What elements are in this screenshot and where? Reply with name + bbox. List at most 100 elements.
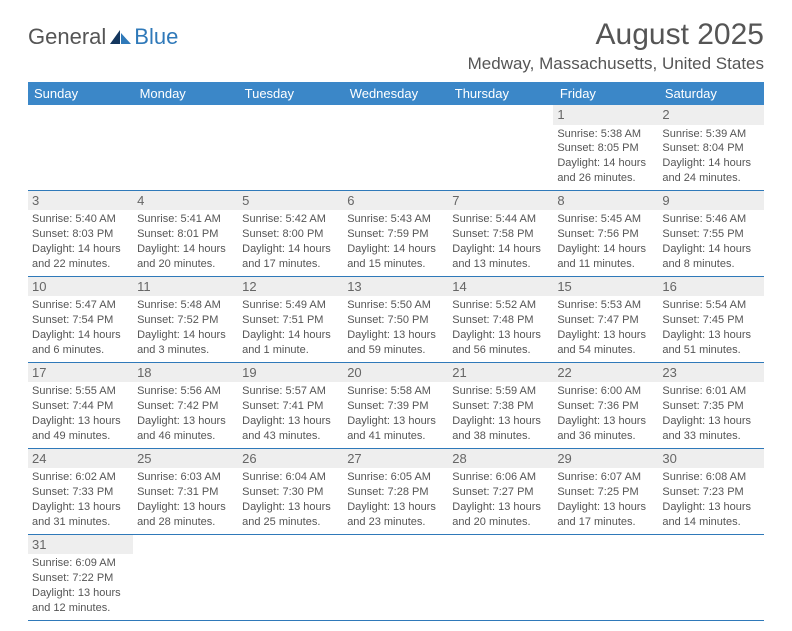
- day-dl1: Daylight: 13 hours: [32, 586, 129, 601]
- day-number: 16: [658, 277, 763, 297]
- day-sr: Sunrise: 6:03 AM: [137, 470, 234, 485]
- day-number: 23: [658, 363, 763, 383]
- day-number: 27: [343, 449, 448, 469]
- day-ss: Sunset: 7:52 PM: [137, 313, 234, 328]
- day-number: 4: [133, 191, 238, 211]
- calendar-row: 3Sunrise: 5:40 AMSunset: 8:03 PMDaylight…: [28, 190, 764, 276]
- day-dl2: and 41 minutes.: [347, 429, 444, 444]
- calendar-cell: 9Sunrise: 5:46 AMSunset: 7:55 PMDaylight…: [658, 190, 763, 276]
- day-ss: Sunset: 7:39 PM: [347, 399, 444, 414]
- calendar-cell: 4Sunrise: 5:41 AMSunset: 8:01 PMDaylight…: [133, 190, 238, 276]
- day-dl2: and 8 minutes.: [662, 257, 759, 272]
- day-dl2: and 43 minutes.: [242, 429, 339, 444]
- day-dl1: Daylight: 14 hours: [557, 156, 654, 171]
- calendar-cell: [28, 105, 133, 190]
- day-ss: Sunset: 7:59 PM: [347, 227, 444, 242]
- day-sr: Sunrise: 5:48 AM: [137, 298, 234, 313]
- calendar-cell: 17Sunrise: 5:55 AMSunset: 7:44 PMDayligh…: [28, 362, 133, 448]
- day-sr: Sunrise: 5:57 AM: [242, 384, 339, 399]
- day-ss: Sunset: 8:01 PM: [137, 227, 234, 242]
- weekday-header: Wednesday: [343, 82, 448, 105]
- calendar-row: 24Sunrise: 6:02 AMSunset: 7:33 PMDayligh…: [28, 448, 764, 534]
- day-ss: Sunset: 7:55 PM: [662, 227, 759, 242]
- day-dl2: and 36 minutes.: [557, 429, 654, 444]
- day-sr: Sunrise: 6:02 AM: [32, 470, 129, 485]
- day-dl1: Daylight: 13 hours: [137, 500, 234, 515]
- day-ss: Sunset: 7:38 PM: [452, 399, 549, 414]
- day-sr: Sunrise: 5:59 AM: [452, 384, 549, 399]
- calendar-cell: 7Sunrise: 5:44 AMSunset: 7:58 PMDaylight…: [448, 190, 553, 276]
- day-sr: Sunrise: 5:44 AM: [452, 212, 549, 227]
- day-dl2: and 14 minutes.: [662, 515, 759, 530]
- day-sr: Sunrise: 6:05 AM: [347, 470, 444, 485]
- day-ss: Sunset: 8:05 PM: [557, 141, 654, 156]
- day-number: 26: [238, 449, 343, 469]
- calendar-cell: 31Sunrise: 6:09 AMSunset: 7:22 PMDayligh…: [28, 534, 133, 620]
- day-dl1: Daylight: 13 hours: [32, 500, 129, 515]
- day-number: 13: [343, 277, 448, 297]
- calendar-cell: 8Sunrise: 5:45 AMSunset: 7:56 PMDaylight…: [553, 190, 658, 276]
- weekday-header: Tuesday: [238, 82, 343, 105]
- day-ss: Sunset: 7:25 PM: [557, 485, 654, 500]
- calendar-cell: 29Sunrise: 6:07 AMSunset: 7:25 PMDayligh…: [553, 448, 658, 534]
- day-ss: Sunset: 7:23 PM: [662, 485, 759, 500]
- logo: General Blue: [28, 24, 178, 50]
- day-number: 7: [448, 191, 553, 211]
- calendar-cell: 15Sunrise: 5:53 AMSunset: 7:47 PMDayligh…: [553, 276, 658, 362]
- day-number: 9: [658, 191, 763, 211]
- day-sr: Sunrise: 5:41 AM: [137, 212, 234, 227]
- day-dl2: and 46 minutes.: [137, 429, 234, 444]
- calendar-cell: 12Sunrise: 5:49 AMSunset: 7:51 PMDayligh…: [238, 276, 343, 362]
- calendar-cell: 5Sunrise: 5:42 AMSunset: 8:00 PMDaylight…: [238, 190, 343, 276]
- day-dl1: Daylight: 13 hours: [452, 500, 549, 515]
- calendar-cell: 24Sunrise: 6:02 AMSunset: 7:33 PMDayligh…: [28, 448, 133, 534]
- weekday-header: Friday: [553, 82, 658, 105]
- day-dl2: and 51 minutes.: [662, 343, 759, 358]
- day-dl2: and 20 minutes.: [137, 257, 234, 272]
- day-dl1: Daylight: 13 hours: [242, 500, 339, 515]
- day-sr: Sunrise: 6:06 AM: [452, 470, 549, 485]
- calendar-cell: [133, 534, 238, 620]
- logo-part2: Blue: [134, 24, 178, 50]
- day-dl2: and 54 minutes.: [557, 343, 654, 358]
- page-title: August 2025: [468, 18, 764, 52]
- calendar-cell: 11Sunrise: 5:48 AMSunset: 7:52 PMDayligh…: [133, 276, 238, 362]
- day-dl1: Daylight: 14 hours: [347, 242, 444, 257]
- day-number: 12: [238, 277, 343, 297]
- day-ss: Sunset: 7:28 PM: [347, 485, 444, 500]
- logo-part1: General: [28, 24, 106, 50]
- day-dl1: Daylight: 13 hours: [137, 414, 234, 429]
- location: Medway, Massachusetts, United States: [468, 54, 764, 74]
- calendar-cell: 21Sunrise: 5:59 AMSunset: 7:38 PMDayligh…: [448, 362, 553, 448]
- day-dl2: and 13 minutes.: [452, 257, 549, 272]
- day-dl1: Daylight: 13 hours: [662, 500, 759, 515]
- day-sr: Sunrise: 5:53 AM: [557, 298, 654, 313]
- day-ss: Sunset: 8:03 PM: [32, 227, 129, 242]
- day-dl2: and 12 minutes.: [32, 601, 129, 616]
- day-dl2: and 17 minutes.: [557, 515, 654, 530]
- day-dl1: Daylight: 13 hours: [452, 328, 549, 343]
- day-sr: Sunrise: 5:45 AM: [557, 212, 654, 227]
- day-dl2: and 38 minutes.: [452, 429, 549, 444]
- calendar-cell: 26Sunrise: 6:04 AMSunset: 7:30 PMDayligh…: [238, 448, 343, 534]
- day-number: 6: [343, 191, 448, 211]
- day-dl1: Daylight: 13 hours: [347, 414, 444, 429]
- day-number: 8: [553, 191, 658, 211]
- calendar: Sunday Monday Tuesday Wednesday Thursday…: [28, 82, 764, 621]
- day-dl2: and 22 minutes.: [32, 257, 129, 272]
- calendar-cell: 10Sunrise: 5:47 AMSunset: 7:54 PMDayligh…: [28, 276, 133, 362]
- day-ss: Sunset: 7:54 PM: [32, 313, 129, 328]
- day-dl2: and 3 minutes.: [137, 343, 234, 358]
- calendar-cell: [343, 105, 448, 190]
- day-number: 19: [238, 363, 343, 383]
- title-block: August 2025 Medway, Massachusetts, Unite…: [468, 18, 764, 74]
- day-number: 22: [553, 363, 658, 383]
- calendar-cell: [238, 105, 343, 190]
- day-sr: Sunrise: 6:04 AM: [242, 470, 339, 485]
- day-number: 18: [133, 363, 238, 383]
- day-sr: Sunrise: 5:38 AM: [557, 127, 654, 142]
- day-dl1: Daylight: 14 hours: [137, 242, 234, 257]
- day-sr: Sunrise: 5:50 AM: [347, 298, 444, 313]
- day-ss: Sunset: 7:58 PM: [452, 227, 549, 242]
- day-dl1: Daylight: 14 hours: [452, 242, 549, 257]
